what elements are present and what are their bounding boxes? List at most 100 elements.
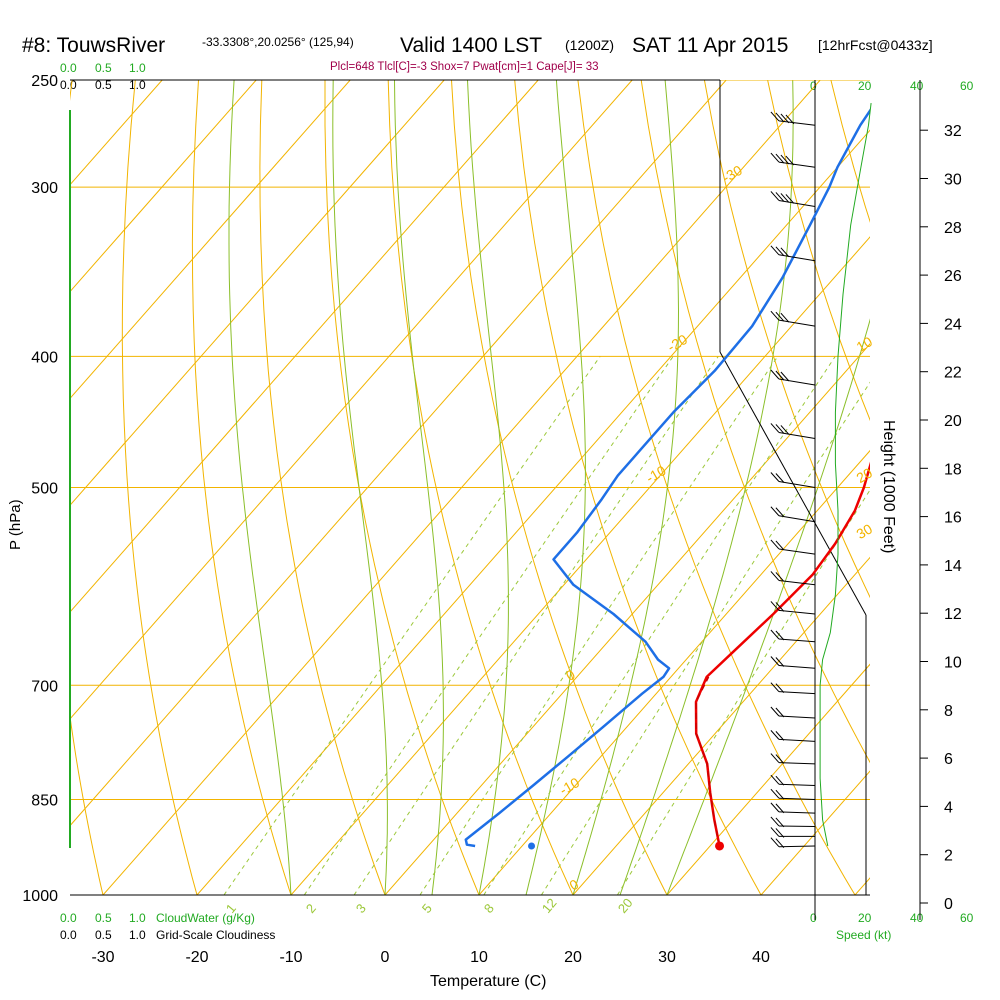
wind-barb-flag <box>770 730 780 740</box>
wind-barb-shaft <box>778 161 816 168</box>
wind-barb-flag <box>780 312 790 323</box>
temperature-tick-label: 30 <box>658 949 676 966</box>
dry-adiabat-line <box>894 80 1000 924</box>
wind-barb-flag <box>785 114 795 125</box>
height-tick-label: 18 <box>944 461 962 478</box>
dry-adiabat-line <box>191 80 292 895</box>
cl-bottom-tick-0: 0.0 <box>60 928 77 942</box>
y-axis-label: P (hPa) <box>7 499 24 550</box>
pressure-tick-label: 1000 <box>22 888 58 905</box>
height-tick-label: 20 <box>944 413 962 430</box>
moist-adiabat-line <box>525 80 586 895</box>
wind-barb-flag <box>770 788 780 799</box>
isotherm-label: -10 <box>557 774 583 798</box>
wind-barb-flag <box>775 311 785 322</box>
wind-barb-shaft <box>778 609 816 615</box>
wind-barb-flag <box>770 152 780 163</box>
wind-barb-flag <box>770 191 780 201</box>
wind-barb-flag <box>775 657 785 667</box>
wind-barb-flag <box>775 572 785 582</box>
wind-barb-shaft <box>778 665 816 669</box>
mixing-ratio-label: 20 <box>615 895 636 916</box>
pressure-tick-label: 700 <box>31 678 58 695</box>
wind-barb-flag <box>775 473 785 483</box>
isotherm-label: -10 <box>643 462 669 486</box>
wind-barb-shaft <box>778 548 816 555</box>
valid-utc: (1200Z) <box>565 37 614 53</box>
cw-bottom-tick-2: 1.0 <box>129 911 146 925</box>
moist-adiabat-line <box>619 80 794 895</box>
dry-adiabat-line <box>957 80 1000 924</box>
temperature-tick-label: 20 <box>564 949 582 966</box>
forecast-info: [12hrFcst@0433z] <box>818 37 933 53</box>
height-tick-label: 16 <box>944 510 962 527</box>
cl-top-tick-2: 1.0 <box>129 78 146 92</box>
speed-bottom-tick-1: 20 <box>858 911 872 925</box>
mixing-ratio-label: 8 <box>481 901 497 916</box>
wind-barb-flag <box>770 837 780 848</box>
wind-barb-shaft <box>778 431 816 439</box>
wind-barb-flag <box>770 506 780 517</box>
height-tick-label: 30 <box>944 172 962 189</box>
wind-barb-flag <box>775 424 785 434</box>
temperature-tick-label: -30 <box>91 949 114 966</box>
wind-barb-shaft <box>778 120 816 126</box>
moist-adiabat-line <box>572 80 680 895</box>
wind-barb-flag <box>770 245 780 256</box>
wind-barb-shaft <box>778 579 816 586</box>
wind-barb-flag <box>775 630 785 641</box>
height-tick-label: 6 <box>944 751 953 768</box>
wind-barb-flag <box>780 247 790 258</box>
dry-adiabat-line <box>640 80 870 764</box>
isotherm-line <box>70 80 351 400</box>
temperature-tick-label: -10 <box>279 949 302 966</box>
height-tick-label: 32 <box>944 123 962 140</box>
mixing-ratio-label: 2 <box>303 901 319 916</box>
moist-adiabat-line <box>332 80 388 895</box>
cw-bottom-tick-1: 0.5 <box>95 911 112 925</box>
mixing-ratio-line <box>483 356 836 895</box>
wind-barb-flag <box>775 540 785 551</box>
wind-barb-flag <box>775 507 785 518</box>
wind-barb-flag <box>775 370 785 381</box>
wind-barb-shaft <box>778 762 816 765</box>
cloudwater-label: CloudWater (g/Kg) <box>156 911 255 925</box>
speed-top-tick-2: 40 <box>910 79 924 93</box>
isotherm-line <box>854 877 870 895</box>
wind-barb-shaft <box>778 797 816 800</box>
mixing-ratio-line <box>419 356 779 895</box>
dry-adiabat-line <box>514 80 762 895</box>
wind-barb-flag <box>770 706 780 717</box>
pressure-tick-label: 400 <box>31 349 58 366</box>
moist-adiabat-line <box>466 80 509 895</box>
cl-bottom-tick-1: 0.5 <box>95 928 112 942</box>
wind-barb-flag <box>780 425 790 435</box>
dry-adiabat-line <box>830 80 870 223</box>
wind-barb-flag <box>775 828 785 838</box>
wind-barb-flag <box>775 754 785 764</box>
valid-time: Valid 1400 LST <box>400 34 542 57</box>
wind-barb-flag <box>780 113 790 124</box>
wind-barb-shaft <box>778 845 816 848</box>
wind-barb-shaft <box>778 319 816 327</box>
station-coords: -33.3308°,20.0256° (125,94) <box>202 35 354 49</box>
wind-barb-shaft <box>778 378 816 386</box>
isotherm-label: 0 <box>563 666 578 684</box>
wind-barb-shaft <box>778 515 816 523</box>
pressure-tick-label: 500 <box>31 481 58 498</box>
wind-barb-flag <box>770 629 780 640</box>
wind-barb-shaft <box>778 715 816 719</box>
height-axis-label: Height (1000 Feet) <box>880 420 897 553</box>
dry-adiabat-line <box>70 80 104 895</box>
parcel-line <box>695 676 721 847</box>
temperature-tick-label: 0 <box>381 949 390 966</box>
wind-barb-flag <box>770 601 780 611</box>
wind-barb-flag <box>770 753 780 763</box>
dry-adiabat-line <box>387 80 574 895</box>
station-title: #8: TouwsRiver <box>22 34 165 57</box>
mixing-ratio-line <box>616 489 870 895</box>
wind-barb-flag <box>780 193 790 203</box>
temperature-tick-label: 10 <box>470 949 488 966</box>
dewpoint-line <box>464 108 870 848</box>
